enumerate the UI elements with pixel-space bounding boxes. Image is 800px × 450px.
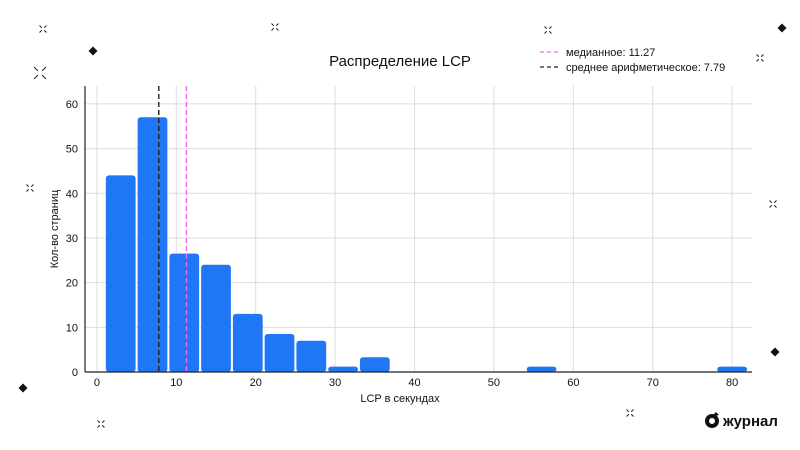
legend-mean-label: среднее арифметическое: 7.79 [566, 62, 725, 74]
x-tick-label: 30 [329, 377, 341, 389]
sparkle-icon [39, 25, 47, 33]
y-tick-label: 40 [66, 188, 78, 200]
sparkle-icon [769, 200, 777, 208]
sparkle-icon [26, 184, 34, 192]
sparkle-icon [97, 420, 105, 428]
sparkle-icon [33, 66, 47, 80]
diamond-icon [777, 23, 787, 33]
sparkle-icon [626, 409, 634, 417]
decorative-marks [18, 23, 787, 428]
x-tick-label: 50 [488, 377, 500, 389]
x-tick-labels: 0 10 20 30 40 50 60 70 80 [94, 377, 738, 389]
histogram-bar [169, 253, 200, 372]
histogram-bar [232, 313, 263, 372]
histogram-bar [359, 357, 390, 372]
brand-name: журнал [722, 413, 778, 430]
histogram-bar [201, 264, 231, 372]
y-axis-label: Кол-во страниц [49, 189, 61, 268]
histogram-bar [526, 366, 557, 372]
diamond-icon [770, 347, 780, 357]
y-tick-label: 60 [66, 99, 78, 111]
histogram-bar [137, 117, 168, 372]
histogram-bar [105, 175, 136, 372]
histogram-bars [105, 117, 748, 372]
sparkle-icon [544, 26, 552, 34]
x-tick-label: 70 [647, 377, 659, 389]
sparkle-icon [756, 54, 764, 62]
legend-median-label: медианное: 11.27 [566, 47, 655, 59]
brand: журнал [705, 412, 778, 430]
x-tick-label: 0 [94, 377, 100, 389]
x-axis-label: LCP в секундах [360, 393, 440, 405]
histogram-bar [328, 366, 358, 372]
x-tick-label: 80 [726, 377, 738, 389]
journal-logo-icon [705, 412, 719, 428]
y-tick-label: 30 [66, 233, 78, 245]
histogram-bar [717, 366, 748, 372]
axes [84, 86, 752, 373]
y-tick-label: 50 [66, 144, 78, 156]
chart-title: Распределение LCP [329, 53, 471, 70]
histogram-bar [264, 334, 295, 372]
x-tick-label: 60 [567, 377, 579, 389]
x-tick-label: 20 [250, 377, 262, 389]
legend: медианное: 11.27 среднее арифметическое:… [540, 47, 725, 74]
diamond-icon [18, 383, 28, 393]
y-tick-label: 10 [66, 322, 78, 334]
y-tick-labels: 0 10 20 30 40 50 60 [66, 99, 78, 379]
grid-lines [85, 86, 752, 372]
sparkle-icon [271, 23, 279, 31]
y-tick-label: 0 [72, 367, 78, 379]
y-tick-label: 20 [66, 278, 78, 290]
x-tick-label: 40 [408, 377, 420, 389]
histogram-bar [296, 340, 327, 372]
x-tick-label: 10 [170, 377, 182, 389]
diamond-icon [88, 46, 98, 56]
